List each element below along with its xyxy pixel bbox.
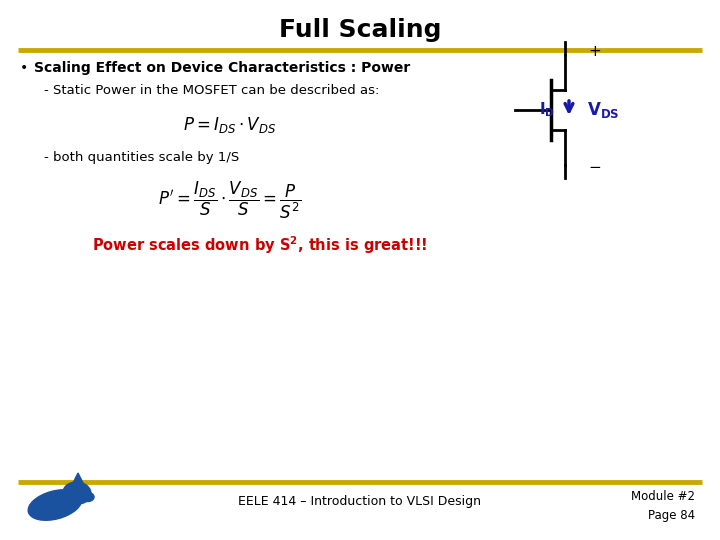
Text: $P = I_{DS} \cdot V_{DS}$: $P = I_{DS} \cdot V_{DS}$ [184,115,276,135]
Text: $\mathbf{V_{DS}}$: $\mathbf{V_{DS}}$ [587,100,619,120]
Text: EELE 414 – Introduction to VLSI Design: EELE 414 – Introduction to VLSI Design [238,496,482,509]
Text: Module #2
Page 84: Module #2 Page 84 [631,490,695,522]
Text: Power scales down by $\mathbf{S^2}$, this is great!!!: Power scales down by $\mathbf{S^2}$, thi… [92,234,428,256]
Ellipse shape [28,490,82,520]
Text: +: + [589,44,601,59]
Text: - both quantities scale by 1/S: - both quantities scale by 1/S [44,151,239,164]
Text: $P^{\prime} = \dfrac{I_{DS}}{S} \cdot \dfrac{V_{DS}}{S} = \dfrac{P}{S^2}$: $P^{\prime} = \dfrac{I_{DS}}{S} \cdot \d… [158,179,302,221]
Ellipse shape [63,482,91,504]
Text: - Static Power in the MOSFET can be described as:: - Static Power in the MOSFET can be desc… [44,84,379,97]
Text: Full Scaling: Full Scaling [279,18,441,42]
Text: −: − [589,160,601,176]
Ellipse shape [82,492,94,502]
Text: •: • [20,61,28,75]
Text: $\mathbf{I_D}$: $\mathbf{I_D}$ [539,100,555,119]
Text: Scaling Effect on Device Characteristics : Power: Scaling Effect on Device Characteristics… [34,61,410,75]
Polygon shape [73,473,83,483]
